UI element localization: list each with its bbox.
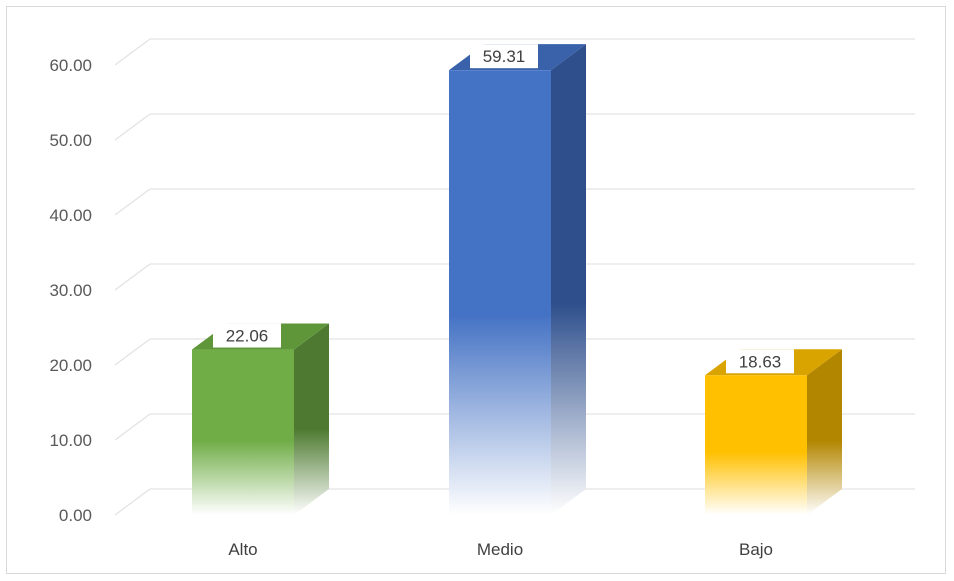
bar-side	[551, 44, 586, 516]
gridline-depth	[114, 488, 151, 516]
data-labels: 22.06 59.31 18.63	[213, 44, 794, 374]
data-label-text: 18.63	[739, 352, 782, 371]
data-label: 18.63	[726, 349, 794, 374]
y-tick-label: 50.00	[49, 131, 92, 150]
y-tick-label: 20.00	[49, 356, 92, 375]
gridline-depth	[114, 38, 151, 66]
data-label-bg	[470, 44, 538, 69]
bar-alto	[192, 323, 329, 515]
bar-front	[705, 375, 807, 515]
y-tick-label: 30.00	[49, 281, 92, 300]
bar-front	[449, 70, 551, 516]
bar-front	[192, 349, 294, 515]
x-tick-label: Bajo	[739, 540, 773, 559]
bar-medio	[449, 44, 586, 516]
y-axis: 0.00 10.00 20.00 30.00 40.00 50.00 60.00	[49, 56, 92, 525]
bar-side	[294, 323, 329, 515]
gridline-depth	[114, 338, 151, 366]
y-tick-label: 10.00	[49, 431, 92, 450]
data-label-bg	[726, 349, 794, 374]
data-label-text: 59.31	[483, 47, 526, 66]
data-label: 22.06	[213, 323, 281, 348]
data-label: 59.31	[470, 44, 538, 69]
gridline-depth	[114, 413, 151, 441]
y-tick-label: 60.00	[49, 56, 92, 75]
gridline-depth	[114, 113, 151, 141]
data-label-bg	[213, 323, 281, 348]
data-label-text: 22.06	[226, 327, 269, 346]
x-tick-label: Medio	[477, 540, 523, 559]
bar-bajo	[705, 349, 842, 515]
bar-side	[807, 349, 842, 515]
gridline-depth	[114, 263, 151, 291]
gridline-depth	[114, 188, 151, 216]
bars	[192, 44, 842, 516]
y-tick-label: 0.00	[59, 506, 92, 525]
x-axis: Alto Medio Bajo	[228, 540, 773, 559]
x-tick-label: Alto	[228, 540, 257, 559]
y-tick-label: 40.00	[49, 206, 92, 225]
